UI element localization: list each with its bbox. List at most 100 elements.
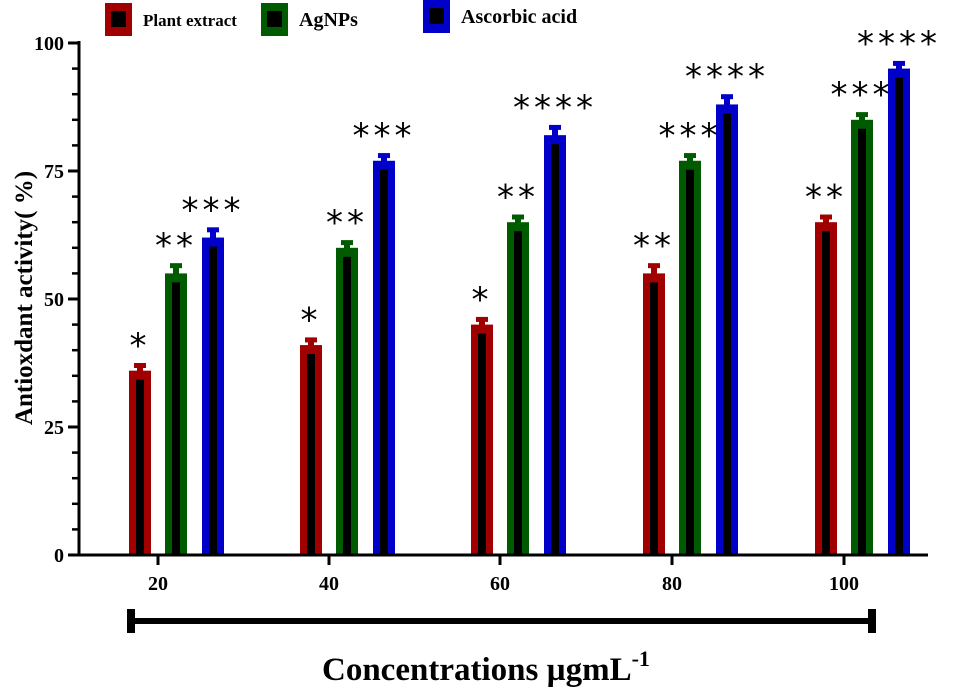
legend-swatch-inner: [429, 8, 444, 24]
bar: [507, 214, 529, 555]
error-bar: [173, 266, 179, 277]
error-bar: [896, 63, 902, 72]
concentration-range-bar: [127, 609, 876, 633]
error-bar: [479, 319, 485, 328]
bar-inner-stripe: [343, 256, 351, 555]
bar-inner-stripe: [858, 128, 866, 556]
error-bar-cap: [134, 363, 146, 368]
x-tick-label: 60: [490, 573, 510, 595]
bar-inner-stripe: [650, 282, 658, 555]
bar: [716, 94, 738, 555]
bar: [165, 263, 187, 555]
error-bar-cap: [549, 124, 561, 130]
bar-inner-stripe: [478, 333, 486, 555]
legend-label: Plant extract: [143, 11, 237, 30]
legend-swatch-inner: [267, 11, 282, 27]
significance-marker: *: [301, 300, 322, 340]
significance-marker: ***: [182, 190, 245, 230]
significance-marker: **: [326, 203, 368, 243]
bar: [129, 363, 151, 555]
significance-marker: ***: [659, 116, 722, 156]
bar: [815, 214, 837, 555]
error-bar-cap: [856, 112, 868, 118]
legend-item: AgNPs: [261, 3, 358, 36]
legend-label: AgNPs: [299, 9, 358, 31]
bar-inner-stripe: [380, 169, 388, 555]
error-bar: [381, 156, 387, 164]
y-axis-title: Antioxdant activity( %): [11, 171, 38, 425]
error-bar-cap: [512, 214, 524, 220]
x-ticks: 20 40 60 80 100: [148, 555, 859, 595]
error-bar-cap: [170, 263, 182, 269]
bar: [679, 153, 701, 555]
y-tick-label: 25: [44, 417, 64, 439]
error-bar: [552, 127, 558, 139]
bar: [373, 153, 395, 555]
bar: [544, 124, 566, 555]
bar-inner-stripe: [514, 231, 522, 555]
error-bar-cap: [207, 227, 219, 233]
x-tick-label: 100: [829, 573, 859, 595]
error-bar-cap: [721, 94, 733, 100]
bar-inner-stripe: [136, 379, 144, 555]
error-bar: [308, 340, 314, 349]
significance-marker: ***: [831, 75, 894, 115]
error-bar: [651, 266, 657, 277]
bar-inner-stripe: [723, 113, 731, 555]
significance-marker: **: [497, 178, 539, 218]
significance-marker: ***: [353, 116, 416, 156]
significance-marker: *: [472, 280, 493, 320]
significance-layer: *************************************: [130, 24, 941, 366]
error-bar: [515, 217, 521, 226]
legend: Plant extract AgNPs Ascorbic acid: [105, 0, 577, 36]
x-tick-label: 80: [662, 573, 682, 595]
error-bar-cap: [341, 240, 353, 246]
error-bar-cap: [820, 214, 832, 220]
error-bar: [210, 230, 216, 241]
legend-item: Plant extract: [105, 3, 237, 36]
bar-inner-stripe: [895, 77, 903, 555]
error-bar-cap: [378, 153, 390, 159]
x-tick-label: 40: [319, 573, 339, 595]
y-tick-label: 100: [34, 33, 64, 55]
x-tick-label: 20: [148, 573, 168, 595]
error-bar: [859, 115, 865, 123]
error-bar: [344, 243, 350, 251]
bar-inner-stripe: [172, 282, 180, 555]
x-axis-title: Concentrations µgmL-1: [322, 646, 650, 688]
bar-inner-stripe: [551, 144, 559, 555]
error-bar-cap: [684, 153, 696, 159]
bar: [851, 112, 873, 556]
error-bar: [724, 97, 730, 108]
bar: [471, 316, 493, 555]
bar: [300, 337, 322, 555]
bar: [643, 263, 665, 555]
y-tick-label: 50: [44, 289, 64, 311]
significance-marker: **: [805, 178, 847, 218]
bar: [336, 240, 358, 556]
error-bar: [137, 366, 143, 374]
bar: [888, 60, 910, 555]
significance-marker: ****: [685, 57, 769, 97]
error-bar: [823, 217, 829, 226]
error-bar-cap: [893, 60, 905, 66]
significance-marker: **: [633, 226, 675, 266]
legend-label: Ascorbic acid: [461, 6, 577, 28]
bar-inner-stripe: [686, 169, 694, 555]
x-axis-title-main: Concentrations µgmL: [322, 652, 632, 688]
significance-marker: *: [130, 326, 151, 366]
legend-swatch-inner: [111, 11, 126, 27]
error-bar-cap: [648, 263, 660, 269]
significance-marker: ****: [857, 24, 941, 64]
bar-inner-stripe: [307, 354, 315, 555]
y-tick-label: 75: [44, 161, 64, 183]
significance-marker: ****: [513, 88, 597, 128]
bar: [202, 227, 224, 555]
bars-layer: [129, 60, 910, 556]
significance-marker: **: [155, 226, 197, 266]
x-axis-title-superscript: -1: [632, 646, 650, 671]
y-ticks: 0 25 50 75 100: [34, 33, 79, 567]
bar-inner-stripe: [822, 231, 830, 555]
error-bar-cap: [476, 316, 488, 322]
